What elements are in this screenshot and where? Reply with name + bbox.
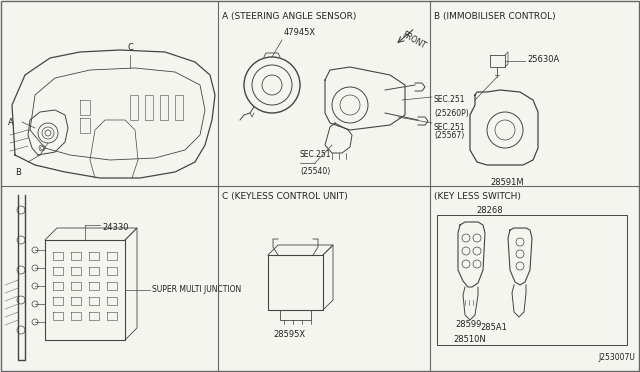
Bar [130, 95, 138, 120]
Text: (KEY LESS SWITCH): (KEY LESS SWITCH) [434, 192, 521, 201]
Text: (25260P): (25260P) [434, 109, 468, 118]
Text: 28591M: 28591M [490, 178, 524, 187]
Text: SEC.251: SEC.251 [434, 123, 465, 132]
Text: A (STEERING ANGLE SENSOR): A (STEERING ANGLE SENSOR) [222, 12, 356, 21]
Bar [175, 95, 183, 120]
Text: 47945X: 47945X [284, 28, 316, 37]
Text: B (IMMOBILISER CONTROL): B (IMMOBILISER CONTROL) [434, 12, 556, 21]
Text: 28268: 28268 [477, 206, 503, 215]
Text: (25540): (25540) [300, 167, 330, 176]
Text: 28599: 28599 [455, 320, 481, 329]
Text: B: B [15, 168, 21, 177]
Text: 24330: 24330 [102, 222, 129, 231]
Text: 28510N: 28510N [454, 335, 486, 344]
Text: 28595X: 28595X [273, 330, 305, 339]
Text: SEC.251: SEC.251 [300, 150, 332, 159]
Text: J253007U: J253007U [598, 353, 635, 362]
Bar [437, 215, 627, 345]
Text: 25630A: 25630A [527, 55, 559, 64]
Text: C: C [128, 43, 134, 52]
Text: C (KEYLESS CONTROL UNIT): C (KEYLESS CONTROL UNIT) [222, 192, 348, 201]
Text: FRONT: FRONT [400, 30, 427, 51]
Text: 285A1: 285A1 [480, 323, 507, 332]
Text: (25567): (25567) [434, 131, 464, 140]
Text: SEC.251: SEC.251 [434, 94, 465, 103]
Bar [145, 95, 153, 120]
Bar [160, 95, 168, 120]
Text: A: A [8, 118, 13, 127]
Text: SUPER MULTI JUNCTION: SUPER MULTI JUNCTION [152, 285, 241, 295]
